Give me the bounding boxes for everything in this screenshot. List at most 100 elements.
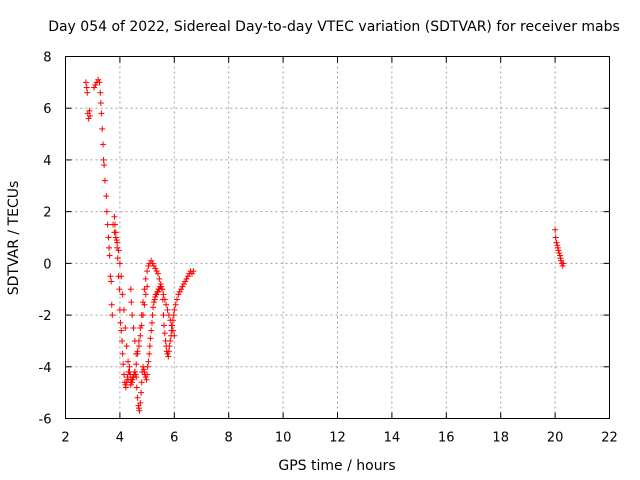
data-point <box>138 322 145 329</box>
data-point <box>83 84 90 91</box>
data-point <box>141 368 148 375</box>
data-point <box>127 286 134 293</box>
y-tick-labels: -6 -4 -2 0 2 4 6 8 <box>39 51 52 428</box>
data-point <box>174 296 181 303</box>
data-point <box>171 332 178 339</box>
data-point <box>552 234 559 241</box>
data-point <box>86 112 93 119</box>
data-point <box>183 275 190 282</box>
y-tick-label: 6 <box>43 102 51 117</box>
data-point <box>154 288 161 295</box>
data-point <box>144 268 151 275</box>
data-point <box>157 281 164 288</box>
data-point <box>178 286 185 293</box>
data-point <box>166 343 173 350</box>
data-point <box>140 366 147 373</box>
chart-title: Day 054 of 2022, Sidereal Day-to-day VTE… <box>48 19 620 35</box>
data-point <box>150 304 157 311</box>
data-point <box>106 252 113 259</box>
data-point <box>130 325 137 331</box>
data-point <box>160 291 167 298</box>
data-point <box>171 306 178 313</box>
data-point <box>115 247 122 254</box>
data-point <box>167 317 174 324</box>
data-point <box>159 286 166 293</box>
data-point <box>85 115 92 122</box>
x-tick-label: 12 <box>329 431 346 446</box>
x-tick-label: 16 <box>438 431 455 446</box>
data-point <box>122 381 129 388</box>
data-point <box>141 286 148 293</box>
data-point <box>165 348 172 355</box>
data-point <box>552 226 559 233</box>
data-point <box>151 296 158 303</box>
data-point <box>184 273 191 280</box>
data-point <box>124 374 131 381</box>
data-point <box>137 325 144 331</box>
y-tick-label: 4 <box>43 154 51 169</box>
data-point <box>557 255 564 262</box>
data-point <box>118 273 125 280</box>
data-point <box>108 301 115 308</box>
data-point <box>150 262 157 269</box>
data-point <box>126 363 133 370</box>
x-tick-label: 14 <box>384 431 401 446</box>
y-tick-label: -2 <box>39 309 52 324</box>
data-point <box>114 255 121 262</box>
x-tick-label: 4 <box>116 431 124 446</box>
data-point <box>179 283 186 290</box>
data-point <box>133 384 140 391</box>
data-point <box>163 301 170 308</box>
data-point <box>142 374 149 381</box>
data-point <box>91 84 98 91</box>
data-point <box>553 239 560 246</box>
data-point <box>130 374 137 381</box>
data-point <box>137 399 144 406</box>
data-point <box>110 221 117 228</box>
data-point <box>100 156 107 163</box>
data-point <box>153 291 160 298</box>
data-point <box>165 353 172 360</box>
data-point <box>148 257 155 264</box>
y-tick-label: 8 <box>43 51 51 66</box>
data-point <box>133 361 140 368</box>
data-point <box>111 213 118 220</box>
data-point <box>144 371 151 378</box>
data-point <box>114 239 121 246</box>
data-point <box>125 358 132 365</box>
data-point <box>188 270 195 277</box>
x-tick-label: 6 <box>170 431 178 446</box>
data-point <box>148 319 155 326</box>
data-point <box>105 234 112 241</box>
data-point <box>156 275 163 282</box>
data-point <box>145 358 152 365</box>
data-point <box>95 76 102 83</box>
data-point <box>556 250 563 257</box>
data-point <box>99 125 106 132</box>
data-point <box>82 79 89 86</box>
data-point <box>138 389 145 396</box>
data-point <box>180 281 187 288</box>
x-tick-label: 18 <box>492 431 509 446</box>
data-point <box>560 260 567 267</box>
data-point <box>128 299 135 306</box>
data-point <box>86 107 93 114</box>
data-point <box>172 301 179 308</box>
grid <box>65 56 610 419</box>
data-point <box>554 242 561 249</box>
data-point <box>118 327 125 334</box>
data-point <box>140 299 147 306</box>
data-point <box>142 275 149 282</box>
data-point <box>134 394 141 401</box>
data-point <box>122 325 129 331</box>
x-axis-label: GPS time / hours <box>278 458 395 474</box>
data-point <box>127 376 134 383</box>
data-point <box>116 286 123 293</box>
data-point <box>108 278 115 285</box>
data-point <box>84 89 91 96</box>
data-point <box>176 288 183 295</box>
data-point <box>131 368 138 375</box>
data-point <box>107 273 114 280</box>
data-point <box>120 361 127 368</box>
